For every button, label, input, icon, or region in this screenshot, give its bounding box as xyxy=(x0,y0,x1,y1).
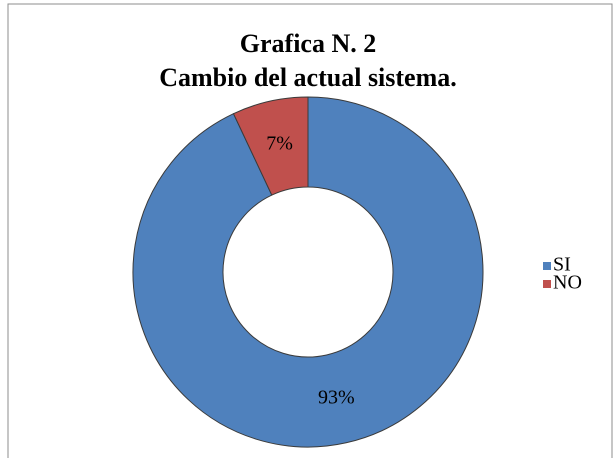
legend-swatch xyxy=(543,280,551,288)
chart-subtitle: Cambio del actual sistema. xyxy=(159,63,457,92)
legend-label: NO xyxy=(553,272,582,294)
donut-slice xyxy=(232,96,309,196)
legend-label: SI xyxy=(553,254,571,276)
data-label: 7% xyxy=(266,133,293,155)
donut-slice xyxy=(132,96,484,448)
chart-title: Grafica N. 2 xyxy=(240,29,376,58)
data-label: 93% xyxy=(318,386,355,408)
legend-swatch xyxy=(543,262,551,270)
